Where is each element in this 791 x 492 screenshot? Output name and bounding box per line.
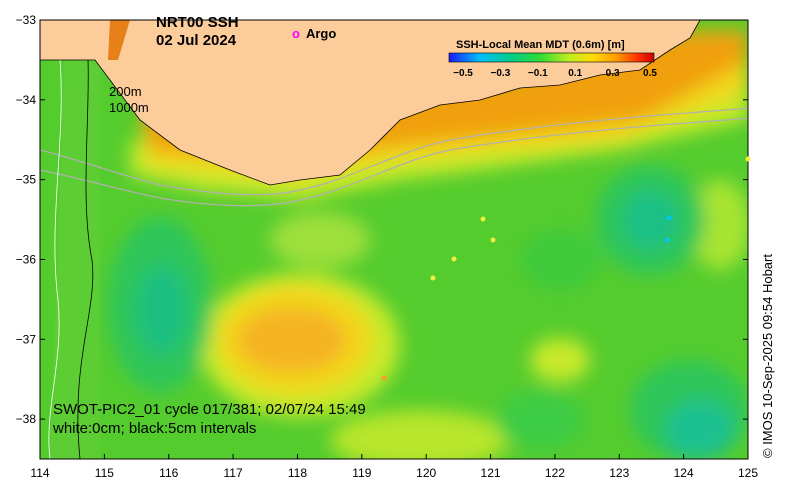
map-title: NRT00 SSH 02 Jul 2024 bbox=[156, 14, 239, 50]
x-tick-label: 118 bbox=[288, 466, 307, 480]
cold-eddy-centre bbox=[520, 230, 600, 290]
contour-200m bbox=[40, 107, 748, 196]
cold-eddy-west-inner bbox=[136, 265, 188, 355]
x-tick-label: 122 bbox=[545, 466, 565, 480]
credit-text: © IMOS 10-Sep-2025 09:54 Hobart bbox=[760, 254, 775, 458]
x-tick-label: 124 bbox=[674, 466, 694, 480]
argo-markers bbox=[381, 156, 751, 381]
y-tick-label: −33 bbox=[16, 13, 37, 27]
swot-pass-info: SWOT-PIC2_01 cycle 017/381; 02/07/24 15:… bbox=[53, 401, 366, 418]
argo-marker bbox=[480, 216, 486, 222]
plot-frame bbox=[39, 19, 749, 460]
y-tick-label: −34 bbox=[16, 93, 37, 107]
colorbar-title: SSH-Local Mean MDT (0.6m) [m] bbox=[456, 39, 625, 51]
colorbar-tick-label: −0.1 bbox=[528, 68, 548, 79]
x-tick-label: 116 bbox=[159, 466, 178, 480]
colorbar-tick-label: −0.3 bbox=[491, 68, 511, 79]
x-tick-label: 115 bbox=[95, 466, 114, 480]
warm-eddy-inner bbox=[237, 308, 347, 372]
y-tick-label: −36 bbox=[16, 252, 37, 266]
argo-marker bbox=[745, 156, 751, 162]
x-tick-label: 123 bbox=[609, 466, 629, 480]
map-date: 02 Jul 2024 bbox=[156, 32, 237, 49]
cold-eddy-south bbox=[495, 390, 585, 450]
y-tick-label: −37 bbox=[16, 332, 37, 346]
x-tick-label: 117 bbox=[224, 466, 243, 480]
contour-200m-label: 200m bbox=[109, 84, 142, 99]
argo-legend: o Argo bbox=[292, 26, 336, 41]
colorbar-ticks: −0.5 −0.3 −0.1 0.1 0.3 0.5 bbox=[453, 68, 657, 79]
patch-yellow-mid bbox=[270, 212, 370, 268]
x-tick-label: 114 bbox=[30, 466, 49, 480]
argo-marker bbox=[490, 237, 496, 243]
contour-1000m-label: 1000m bbox=[109, 100, 149, 115]
swot-note: SWOT-PIC2_01 cycle 017/381; 02/07/24 15:… bbox=[53, 400, 366, 438]
south-yellow bbox=[330, 410, 510, 459]
colorbar-tick-label: −0.5 bbox=[453, 68, 473, 79]
x-tick-label: 121 bbox=[481, 466, 501, 480]
colorbar-tick-label: 0.3 bbox=[606, 68, 620, 79]
contour-interval-info: white:0cm; black:5cm intervals bbox=[53, 420, 257, 437]
cold-eddy-se-inner bbox=[665, 400, 735, 459]
cold-eddy-east-inner bbox=[622, 190, 678, 250]
argo-marker bbox=[666, 215, 672, 221]
swot-swath bbox=[50, 60, 100, 459]
colorbar-tick-label: 0.1 bbox=[568, 68, 582, 79]
argo-marker bbox=[430, 275, 436, 281]
y-axis-ticks: −33 −34 −35 −36 −37 −38 bbox=[16, 13, 748, 426]
x-axis-ticks: 114 115 116 117 118 119 120 121 122 123 124 125 bbox=[30, 454, 758, 480]
patch-yellow-se bbox=[530, 338, 590, 382]
contour-legend: 200m 1000m bbox=[109, 84, 149, 116]
argo-marker bbox=[381, 375, 387, 381]
contour-west-black bbox=[77, 59, 94, 459]
y-tick-label: −38 bbox=[16, 412, 37, 426]
colorbar: −0.5 −0.3 −0.1 0.1 0.3 0.5 bbox=[448, 52, 657, 79]
product-name: NRT00 SSH bbox=[156, 14, 239, 31]
x-tick-label: 119 bbox=[352, 466, 371, 480]
argo-marker bbox=[664, 237, 670, 243]
x-tick-label: 120 bbox=[416, 466, 436, 480]
argo-marker-icon: o bbox=[292, 26, 300, 41]
y-tick-label: −35 bbox=[16, 173, 37, 187]
x-tick-label: 125 bbox=[738, 466, 758, 480]
colorbar-tick-label: 0.5 bbox=[643, 68, 657, 79]
land-orange-strip bbox=[108, 20, 130, 60]
contour-1000m bbox=[40, 117, 748, 207]
contour-west-white bbox=[48, 59, 62, 459]
argo-marker bbox=[451, 256, 457, 262]
patch-yellow-east bbox=[690, 180, 748, 270]
argo-legend-label: Argo bbox=[305, 26, 337, 41]
colorbar-ramp bbox=[448, 52, 655, 63]
